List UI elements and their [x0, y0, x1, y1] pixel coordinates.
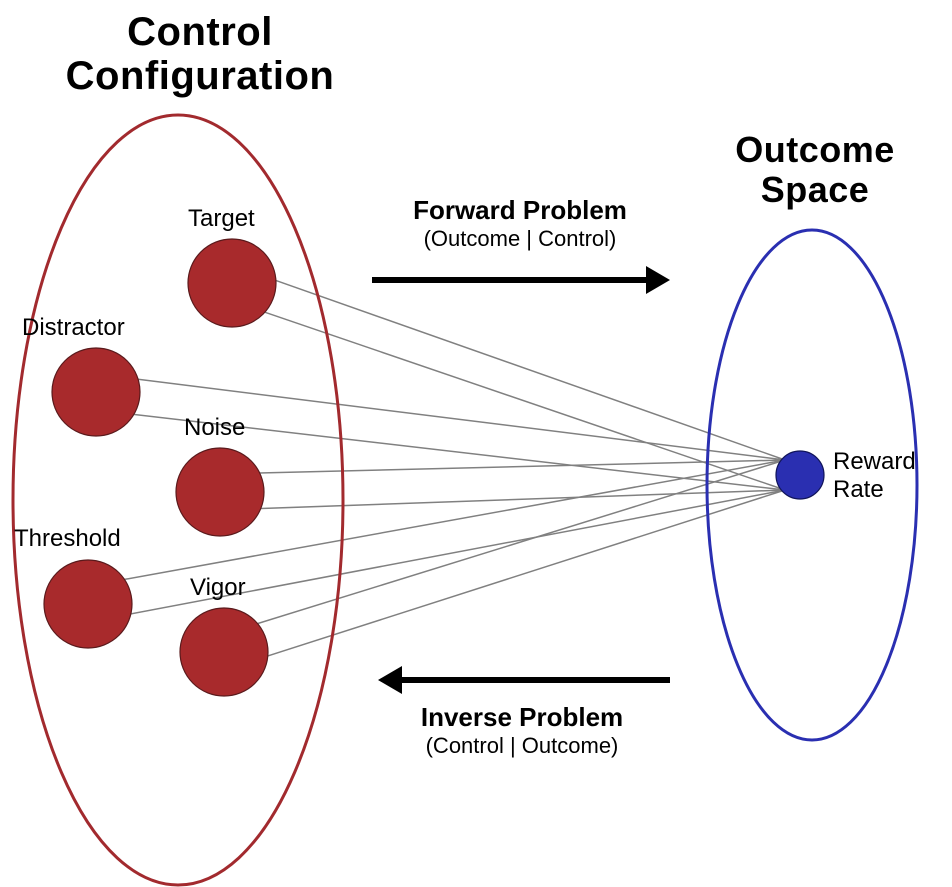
arrow-head-icon: [378, 666, 402, 694]
distractor-node: [52, 348, 140, 436]
forward-arrow: [372, 266, 670, 294]
edge: [224, 460, 785, 634]
noise-label: Noise: [184, 414, 245, 442]
forward-problem-label: Forward Problem (Outcome | Control): [380, 195, 660, 252]
diagram-canvas: Control Configuration Outcome Space Targ…: [0, 0, 952, 887]
threshold-node: [44, 560, 132, 648]
noise-node: [176, 448, 264, 536]
edge: [220, 460, 785, 474]
edge: [220, 490, 785, 510]
inverse-problem-sub: (Control | Outcome): [382, 733, 662, 759]
arrow-head-icon: [646, 266, 670, 294]
target-label: Target: [188, 205, 255, 233]
vigor-label: Vigor: [190, 574, 246, 602]
reward-rate-label-line2: Rate: [833, 476, 884, 503]
forward-problem-title: Forward Problem: [380, 195, 660, 226]
vigor-node: [180, 608, 268, 696]
reward-rate-label: Reward Rate: [833, 448, 916, 503]
control-nodes-group: [44, 239, 276, 696]
reward-rate-label-line1: Reward: [833, 448, 916, 475]
threshold-label: Threshold: [14, 525, 121, 553]
inverse-problem-label: Inverse Problem (Control | Outcome): [382, 702, 662, 759]
forward-problem-sub: (Outcome | Control): [380, 226, 660, 252]
reward-rate-node: [776, 451, 824, 499]
target-node: [188, 239, 276, 327]
inverse-problem-title: Inverse Problem: [382, 702, 662, 733]
edge: [232, 265, 785, 460]
distractor-label: Distractor: [22, 314, 125, 342]
inverse-arrow: [378, 666, 670, 694]
